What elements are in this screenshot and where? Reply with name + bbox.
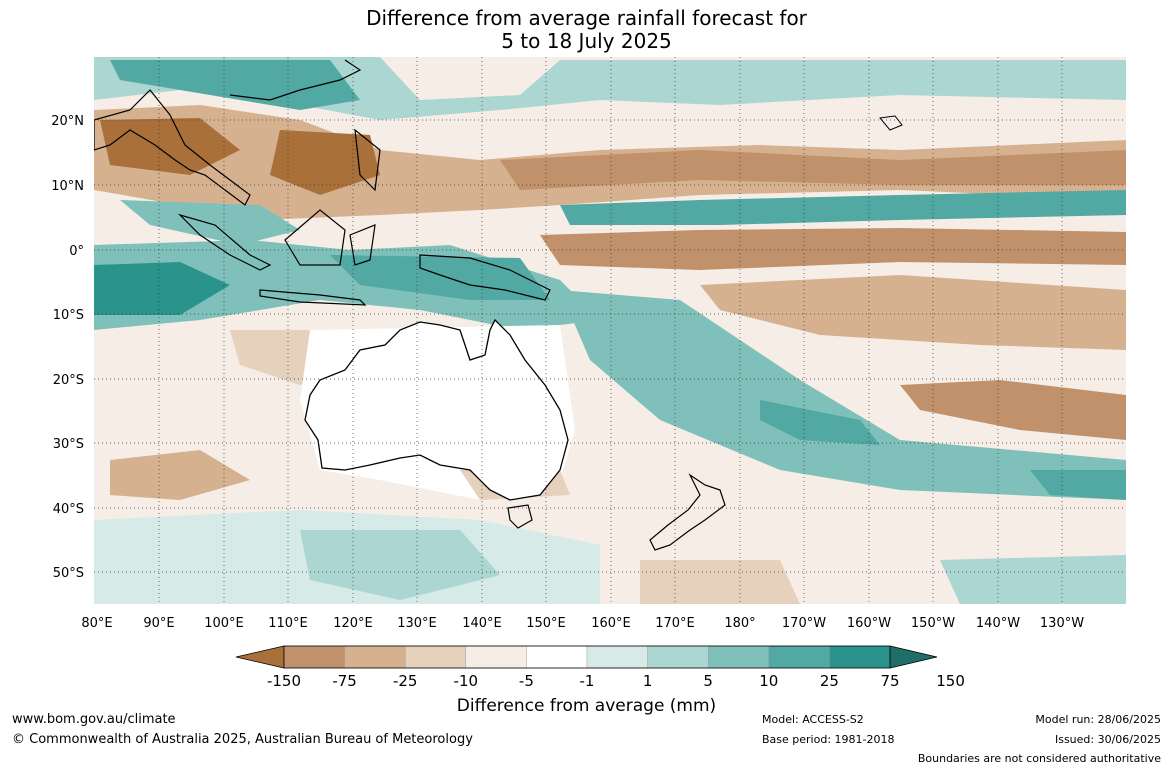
dry-region-south-pacific <box>700 275 1126 350</box>
new-zealand-coastline <box>649 473 726 551</box>
wet-region-sumatra <box>120 200 300 245</box>
colorbar-low-arrow <box>235 645 285 669</box>
china-coastline <box>229 59 362 101</box>
lon-label: 150°W <box>911 616 955 631</box>
tasmania-coastline <box>507 504 533 529</box>
colorbar-tick-label: -1 <box>580 672 595 690</box>
map-title-line1: Difference from average rainfall forecas… <box>366 6 807 30</box>
colorbar-title: Difference from average (mm) <box>456 696 717 716</box>
australia-coastline <box>304 318 569 501</box>
longitude-labels: 80°E 90°E 100°E 110°E 120°E 130°E 140°E … <box>81 616 1084 631</box>
model-name: Model: ACCESS-S2 <box>762 713 864 726</box>
lon-label: 140°W <box>976 616 1020 631</box>
lon-label: 130°E <box>397 616 437 631</box>
lon-label: 110°E <box>268 616 308 631</box>
lon-label: 160°E <box>591 616 631 631</box>
wet-core-spcz <box>760 400 880 445</box>
bom-url-link[interactable]: www.bom.gov.au/climate <box>12 712 176 727</box>
boundary-disclaimer: Boundaries are not considered authoritat… <box>917 752 1161 765</box>
lon-label: 170°W <box>782 616 826 631</box>
lat-label: 10°S <box>53 308 84 323</box>
dry-core-pacific-north <box>500 150 1126 190</box>
hawaii-coastline <box>879 115 903 131</box>
lat-label: 30°S <box>53 437 84 452</box>
lon-label: 130°W <box>1040 616 1084 631</box>
lon-label: 150°E <box>526 616 566 631</box>
lat-label: 0° <box>69 244 84 259</box>
colorbar-tick-label: -5 <box>519 672 534 690</box>
lon-label: 140°E <box>462 616 502 631</box>
lat-label: 40°S <box>53 502 84 517</box>
new-guinea-coastline <box>419 254 551 301</box>
colorbar-tick-label: 5 <box>703 672 713 690</box>
wet-region-indochina <box>110 60 360 110</box>
colorbar-swatch <box>586 645 648 669</box>
colorbar-swatch <box>829 645 891 669</box>
philippines-coastline <box>354 128 381 192</box>
colorbar-tick-label: 10 <box>759 672 778 690</box>
lat-label: 50°S <box>53 566 84 581</box>
borneo-coastline <box>284 209 346 266</box>
wet-core-east-pacific <box>1030 470 1126 500</box>
lat-label: 20°N <box>51 114 84 129</box>
colorbar-frame <box>283 645 891 669</box>
sulawesi-coastline <box>349 224 376 266</box>
wet-core-southern-ocean <box>300 530 500 600</box>
sumatra-coastline <box>177 213 272 271</box>
wet-region-far-south-east <box>940 555 1126 604</box>
dry-core-south-china-sea <box>270 130 380 195</box>
dry-core-south-pacific <box>900 380 1126 440</box>
colorbar-tick-label: -75 <box>332 672 357 690</box>
colorbar-tick-label: 150 <box>936 672 965 690</box>
wet-core-indian-ocean <box>94 262 230 315</box>
colorbar-swatch <box>405 645 467 669</box>
model-run-date: Model run: 28/06/2025 <box>1035 713 1161 726</box>
colorbar-tick-label: -25 <box>393 672 418 690</box>
lon-label: 160°W <box>847 616 891 631</box>
colorbar-high-arrow <box>889 645 938 669</box>
lon-label: 80°E <box>81 616 112 631</box>
lon-label: 180° <box>724 616 755 631</box>
south-asia-coastline <box>94 89 251 206</box>
wet-region-spcz <box>560 290 1126 500</box>
dry-region-southern-indian <box>110 450 250 500</box>
wet-band-itcz <box>560 190 1126 225</box>
graticule <box>94 57 1126 604</box>
colorbar-tick-label: -10 <box>454 672 479 690</box>
wet-band-north <box>94 57 1126 120</box>
lat-label: 20°S <box>53 373 84 388</box>
lon-label: 90°E <box>143 616 174 631</box>
copyright-text: © Commonwealth of Australia 2025, Austra… <box>12 732 473 747</box>
colorbar-swatch <box>768 645 830 669</box>
colorbar-swatch <box>344 645 406 669</box>
dry-band-equator <box>540 228 1126 270</box>
lon-label: 120°E <box>333 616 373 631</box>
java-coastline <box>259 289 367 306</box>
colorbar-swatch <box>647 645 709 669</box>
issued-date: Issued: 30/06/2025 <box>1054 733 1161 746</box>
colorbar-tick-label: 25 <box>820 672 839 690</box>
lon-label: 170°E <box>655 616 695 631</box>
dry-region-south-of-nz <box>640 560 800 604</box>
map-title-line2: 5 to 18 July 2025 <box>501 29 672 53</box>
rainfall-map <box>94 57 1126 604</box>
colorbar-swatch <box>283 645 345 669</box>
colorbar-swatch <box>708 645 770 669</box>
colorbar-tick-label: 1 <box>643 672 653 690</box>
colorbar: -150 -75 -25 -10 -5 -1 1 5 10 25 75 150 <box>235 645 965 690</box>
colorbar-swatch <box>465 645 527 669</box>
colorbar-swatch <box>526 645 588 669</box>
lon-label: 100°E <box>204 616 244 631</box>
lat-label: 10°N <box>51 179 84 194</box>
colorbar-tick-label: -150 <box>267 672 301 690</box>
base-period: Base period: 1981-2018 <box>762 733 895 746</box>
latitude-labels: 20°N 10°N 0° 10°S 20°S 30°S 40°S 50°S <box>51 114 84 581</box>
colorbar-tick-label: 75 <box>880 672 899 690</box>
